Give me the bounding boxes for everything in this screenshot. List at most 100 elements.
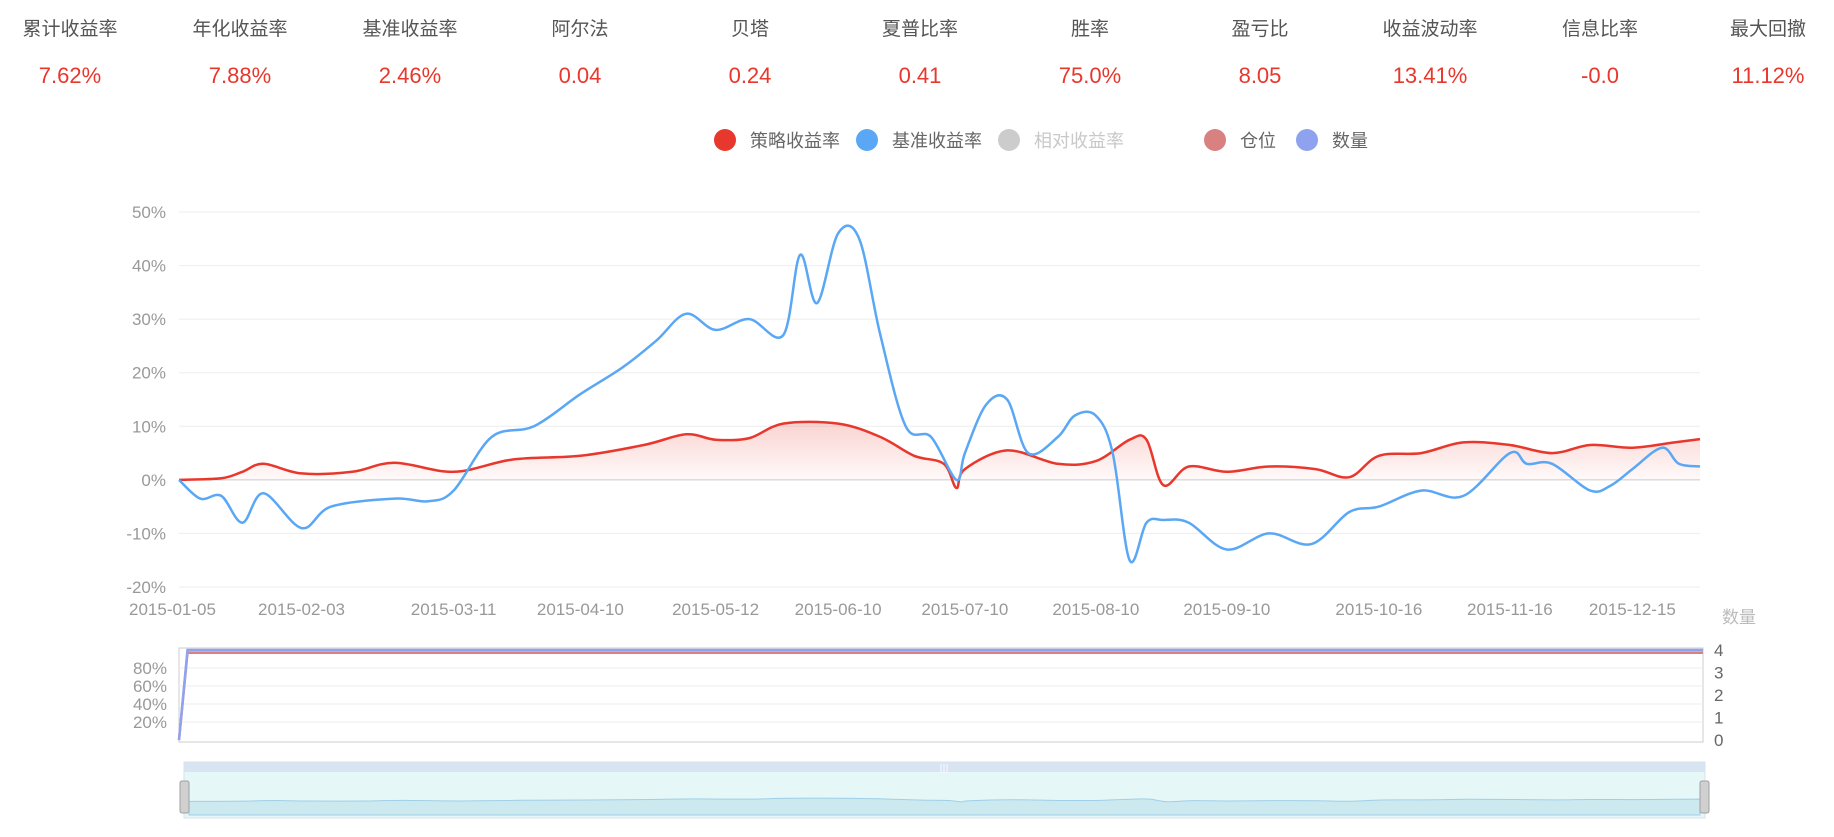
quantity-tick-label: 2 [1714, 686, 1723, 705]
x-tick-label: 2015-01-05 [129, 600, 216, 619]
legend-item[interactable]: 策略收益率 [714, 126, 840, 154]
position-tick-label: 40% [133, 695, 167, 714]
x-tick-label: 2015-04-10 [537, 600, 624, 619]
x-tick-label: 2015-09-10 [1183, 600, 1270, 619]
zoom-top-bar[interactable] [184, 762, 1705, 772]
metric-item: 夏普比率 0.41 [835, 18, 1005, 90]
chart-legend: 策略收益率 基准收益率 相对收益率 仓位 数量 [0, 126, 1834, 156]
position-line [177, 651, 1703, 741]
metric-label: 收益波动率 [1382, 19, 1478, 40]
position-chart: 80%60%40%20% 4 3 2 1 0 [133, 641, 1724, 750]
position-y-axis: 80%60%40%20% [133, 659, 167, 732]
metric-value: 7.88% [208, 63, 272, 88]
zoom-slider[interactable]: ||| [179, 761, 1710, 819]
y-tick-label: -10% [126, 524, 166, 543]
quantity-axis-label: 数量 [1722, 608, 1756, 627]
quantity-tick-label: 0 [1714, 731, 1723, 750]
y-tick-label: 50% [132, 203, 166, 222]
zoom-handle-right[interactable] [1699, 780, 1710, 814]
metric-value: 11.12% [1731, 63, 1805, 88]
position-chart-frame [178, 647, 1704, 743]
metric-value: 0.04 [558, 63, 602, 88]
metric-value: 0.24 [728, 63, 772, 88]
metric-label: 阿尔法 [551, 19, 609, 40]
y-tick-label: 30% [132, 310, 166, 329]
metric-value: 0.41 [898, 63, 942, 88]
metric-label: 盈亏比 [1231, 19, 1289, 40]
strategy-area [179, 421, 1700, 488]
metric-label: 最大回撤 [1729, 19, 1806, 40]
strategy-line [178, 420, 1701, 490]
y-tick-label: 40% [132, 257, 166, 276]
x-tick-label: 2015-05-12 [672, 600, 759, 619]
x-tick-label: 2015-08-10 [1052, 600, 1139, 619]
legend-marker [1204, 129, 1226, 151]
zoom-preview-area [188, 797, 1701, 816]
metric-value: 2.46% [378, 63, 442, 88]
zoom-handle-left[interactable] [179, 780, 190, 814]
metric-value: -0.0 [1581, 63, 1619, 88]
metric-item: 收益波动率 13.41% [1345, 18, 1515, 90]
metric-item: 信息比率 -0.0 [1515, 18, 1685, 90]
main-grid [179, 211, 1700, 588]
metric-label: 贝塔 [730, 19, 769, 40]
metric-item: 累计收益率 7.62% [0, 18, 155, 90]
quantity-line [177, 648, 1703, 741]
legend-item[interactable]: 相对收益率 [998, 126, 1124, 154]
x-axis: 2015-01-05 2015-02-03 2015-03-11 2015-04-10… [129, 600, 1676, 619]
position-tick-label: 60% [133, 677, 167, 696]
metric-label: 基准收益率 [362, 19, 458, 40]
quantity-tick-label: 1 [1714, 709, 1723, 728]
y-tick-label: 10% [132, 417, 166, 436]
metric-value: 13.41% [1392, 63, 1468, 88]
x-tick-label: 2015-10-16 [1335, 600, 1422, 619]
benchmark-line [178, 224, 1701, 564]
position-tick-label: 80% [133, 659, 167, 678]
legend-label: 相对收益率 [1034, 131, 1124, 151]
metric-label: 年化收益率 [192, 19, 288, 40]
metric-item: 胜率 75.0% [1005, 18, 1175, 90]
legend-item[interactable]: 数量 [1296, 126, 1368, 154]
legend-marker [856, 129, 878, 151]
metric-item: 基准收益率 2.46% [325, 18, 495, 90]
position-grid [179, 667, 1703, 723]
legend-item[interactable]: 仓位 [1204, 126, 1276, 154]
metric-item: 贝塔 0.24 [665, 18, 835, 90]
position-tick-label: 20% [133, 713, 167, 732]
metric-item: 最大回撤 11.12% [1683, 18, 1834, 90]
metric-label: 胜率 [1070, 19, 1109, 40]
y-tick-label: -20% [126, 578, 166, 597]
metric-item: 阿尔法 0.04 [495, 18, 665, 90]
y-tick-label: 0% [141, 471, 166, 490]
legend-label: 数量 [1332, 131, 1368, 151]
x-tick-label: 2015-12-15 [1589, 600, 1676, 619]
metric-item: 年化收益率 7.88% [155, 18, 325, 90]
quantity-tick-label: 4 [1714, 641, 1723, 660]
metric-label: 信息比率 [1561, 19, 1638, 40]
x-tick-label: 2015-11-16 [1467, 600, 1553, 619]
legend-label: 基准收益率 [892, 131, 982, 151]
metric-label: 夏普比率 [881, 19, 958, 40]
metric-value: 7.62% [38, 63, 102, 88]
legend-marker [998, 129, 1020, 151]
legend-marker [1296, 129, 1318, 151]
legend-label: 策略收益率 [750, 131, 840, 151]
legend-item[interactable]: 基准收益率 [856, 126, 982, 154]
quantity-tick-label: 3 [1714, 664, 1723, 683]
x-tick-label: 2015-02-03 [258, 600, 345, 619]
x-tick-label: 2015-03-11 [411, 600, 497, 619]
quantity-y-axis: 4 3 2 1 0 [1714, 641, 1723, 750]
metrics-bar: 累计收益率 7.62% 年化收益率 7.88% 基准收益率 2.46% 阿尔法 0.04 贝塔 0… [0, 18, 1834, 108]
x-tick-label: 2015-06-10 [795, 600, 882, 619]
y-axis: 50% 40% 30% 20% 10% 0% -10% -20% [126, 203, 166, 597]
zoom-grip-icon[interactable]: ||| [939, 764, 948, 774]
legend-label: 仓位 [1240, 131, 1276, 151]
metric-value: 75.0% [1058, 63, 1122, 88]
metric-item: 盈亏比 8.05 [1175, 18, 1345, 90]
metric-label: 累计收益率 [22, 19, 118, 40]
legend-marker [714, 129, 736, 151]
metric-value: 8.05 [1238, 63, 1282, 88]
y-tick-label: 20% [132, 364, 166, 383]
x-tick-label: 2015-07-10 [921, 600, 1008, 619]
